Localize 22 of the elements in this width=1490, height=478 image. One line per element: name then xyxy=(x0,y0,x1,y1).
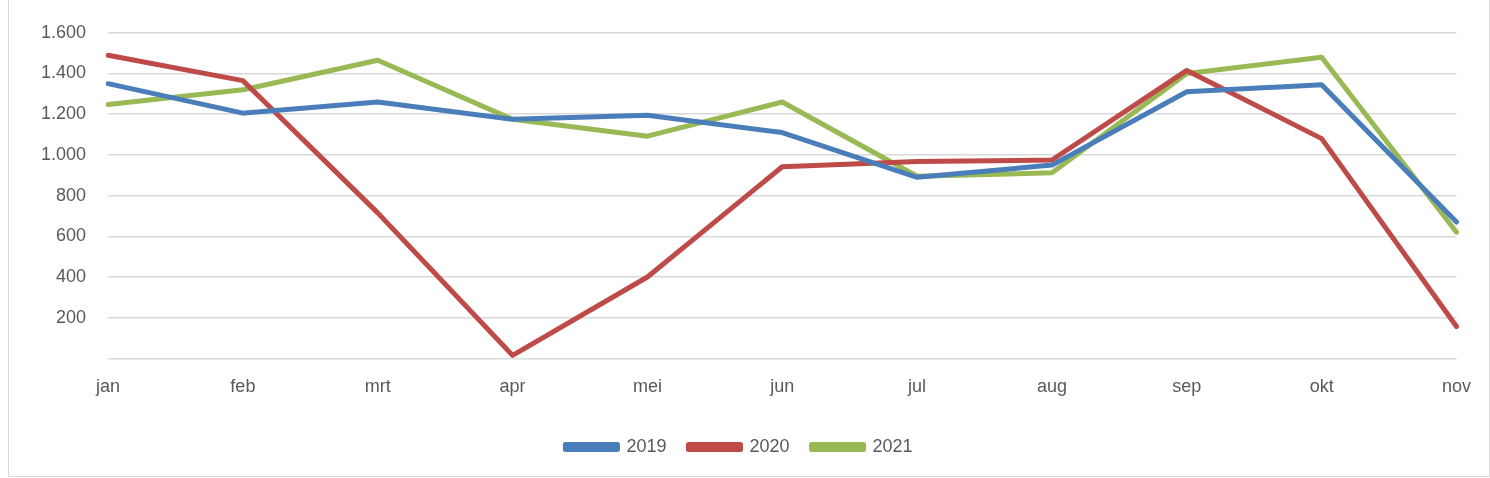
y-tick-label: 400 xyxy=(56,265,87,286)
x-tick-label: mei xyxy=(632,376,662,397)
x-tick-label: apr xyxy=(499,376,526,397)
x-tick-label: jul xyxy=(907,376,927,397)
x-tick-label: aug xyxy=(1036,376,1067,397)
x-tick-label: okt xyxy=(1309,376,1334,397)
x-tick-label: nov xyxy=(1441,376,1471,397)
x-tick-label: jun xyxy=(769,376,795,397)
legend-label: 2019 xyxy=(626,435,667,456)
x-tick-label: jan xyxy=(95,376,121,397)
y-tick-label: 600 xyxy=(56,225,87,246)
x-tick-label: feb xyxy=(230,376,256,397)
x-tick-label: mrt xyxy=(364,376,391,397)
y-tick-label: 1.400 xyxy=(41,62,87,83)
legend-label: 2021 xyxy=(872,435,913,456)
legend-label: 2020 xyxy=(749,435,790,456)
y-tick-label: 1.600 xyxy=(41,21,87,42)
x-tick-label: sep xyxy=(1172,376,1202,397)
y-tick-label: 800 xyxy=(56,184,87,205)
y-tick-label: 1.000 xyxy=(41,143,87,164)
y-tick-label: 200 xyxy=(56,306,87,327)
y-tick-label: 1.200 xyxy=(41,103,87,124)
